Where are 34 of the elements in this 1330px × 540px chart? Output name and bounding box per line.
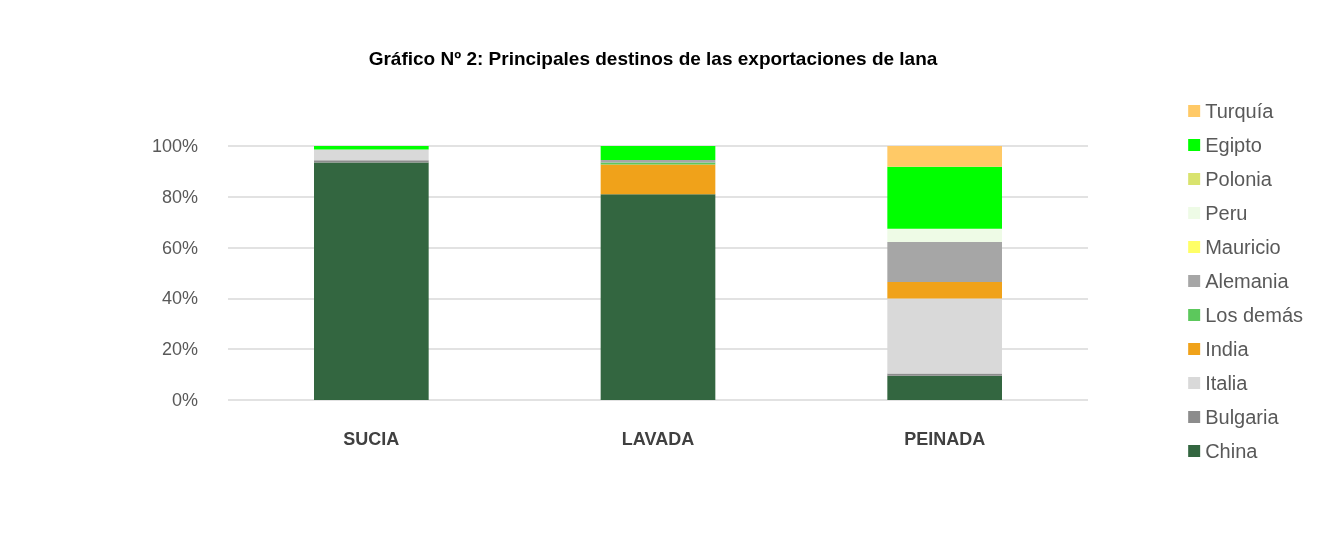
- bar: [314, 146, 429, 150]
- legend-label: China: [1205, 440, 1259, 462]
- legend-label: Mauricio: [1205, 236, 1281, 258]
- y-tick-label: 40%: [161, 288, 198, 309]
- legend-label: India: [1205, 338, 1250, 360]
- bar: [314, 160, 429, 163]
- bar: [887, 375, 1002, 400]
- bar: [600, 194, 716, 400]
- x-tick-label: SUCIA: [343, 429, 400, 449]
- bar: [314, 149, 429, 161]
- legend-label: Egipto: [1205, 134, 1262, 156]
- y-tick-label: 20%: [161, 339, 198, 360]
- legend-label: Polonia: [1205, 168, 1273, 190]
- legend-label: Los demás: [1205, 304, 1304, 326]
- bar: [600, 164, 716, 195]
- x-tick-label: PEINADA: [904, 429, 986, 449]
- legend-label: Peru: [1205, 202, 1248, 224]
- legend-label: Italia: [1205, 372, 1249, 394]
- y-tick-label: 100%: [151, 136, 198, 156]
- bar: [887, 228, 1002, 243]
- bar: [887, 242, 1002, 282]
- legend-label: Turquía: [1205, 100, 1275, 122]
- y-tick-label: 80%: [161, 186, 198, 207]
- legend-label: Alemania: [1205, 270, 1290, 292]
- x-tick-label: LAVADA: [621, 429, 695, 449]
- bar: [887, 281, 1002, 299]
- bar: [314, 162, 429, 400]
- bar: [600, 146, 716, 160]
- chart-title: Gráfico Nº 2: Principales destinos de las exportaciones de lana: [368, 48, 938, 69]
- legend-label: Bulgaria: [1205, 406, 1280, 428]
- bar: [887, 146, 1002, 167]
- y-tick-label: 0%: [171, 390, 198, 410]
- bar: [887, 166, 1002, 229]
- y-tick-label: 60%: [161, 237, 198, 258]
